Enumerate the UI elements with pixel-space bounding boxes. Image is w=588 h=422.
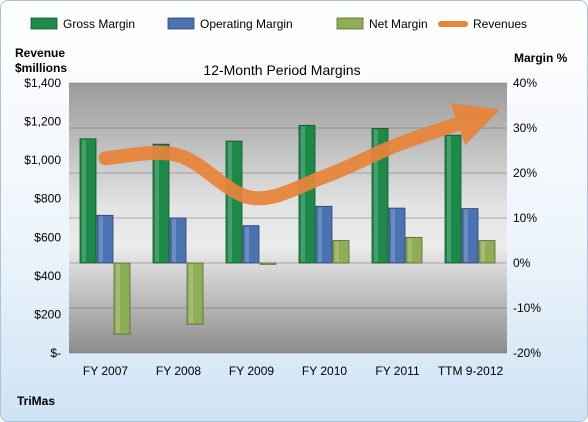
right-tick-label: 40%: [513, 76, 537, 90]
right-tick-label: 10%: [513, 211, 537, 225]
revenues-line: [98, 102, 501, 206]
operating-margin-bar: [169, 217, 187, 264]
net-margin-bar: [259, 262, 277, 265]
category-label: FY 2009: [229, 364, 274, 378]
legend: Gross Margin Operating Margin Net Margin Re…: [30, 17, 527, 31]
operating-margin-bar-highlight: [99, 216, 103, 262]
right-axis-title: Margin %: [514, 51, 568, 65]
gross-margin-bar-highlight: [155, 145, 159, 262]
legend-label: Net Margin: [369, 17, 428, 31]
gross-margin-bar: [371, 128, 389, 264]
category-label: FY 2011: [375, 364, 420, 378]
revenue-line: [98, 102, 501, 206]
right-tick-label: 0%: [513, 256, 531, 270]
right-tick-label: 20%: [513, 166, 537, 180]
operating-margin-bar: [461, 208, 479, 264]
right-axis-ticks: -20% -10% 0% 10% 20% 30% 40%: [513, 76, 541, 360]
legend-label: Operating Margin: [200, 17, 293, 31]
operating-margin-bar-highlight: [318, 207, 322, 262]
net-margin-bar-highlight: [408, 238, 412, 262]
legend-gross-margin-swatch: [30, 17, 58, 30]
net-margin-bar: [332, 240, 350, 264]
left-axis-title-line1: Revenue: [15, 46, 65, 60]
chart-title: 12-Month Period Margins: [203, 62, 360, 78]
operating-margin-bar-highlight: [391, 209, 395, 262]
right-tick-label: -20%: [513, 346, 541, 360]
bars: [79, 124, 496, 335]
gross-margin-bar: [152, 143, 170, 264]
operating-margin-bar: [315, 205, 333, 264]
left-axis-ticks: $- $200 $400 $600 $800 $1,000 $1,200 $1,400: [24, 76, 61, 360]
legend-net-margin-swatch: [336, 17, 364, 30]
legend-label: Revenues: [473, 17, 527, 31]
net-margin-bar-highlight: [116, 264, 120, 334]
left-tick-label: $-: [50, 346, 61, 360]
gross-margin-bar-highlight: [228, 142, 232, 262]
category-label: FY 2010: [302, 364, 347, 378]
category-label: FY 2008: [156, 364, 201, 378]
left-axis-title-line2: $millions: [15, 61, 67, 75]
left-tick-label: $800: [34, 192, 61, 206]
left-tick-label: $1,200: [24, 115, 61, 129]
net-margin-bar: [478, 240, 496, 264]
left-tick-label: $200: [34, 307, 61, 321]
left-tick-label: $1,000: [24, 153, 61, 167]
net-margin-bar: [405, 236, 423, 264]
gross-margin-bar-highlight: [447, 136, 451, 262]
net-margin-bar: [186, 262, 204, 325]
left-tick-label: $400: [34, 269, 61, 283]
operating-margin-bar-highlight: [464, 209, 468, 262]
left-tick-label: $600: [34, 230, 61, 244]
operating-margin-bar-highlight: [245, 226, 249, 262]
net-margin-bar-highlight: [335, 241, 339, 262]
legend-operating-margin-swatch: [167, 17, 195, 30]
company-name: TriMas: [17, 394, 55, 408]
right-tick-label: 30%: [513, 121, 537, 135]
net-margin-bar-highlight: [189, 264, 193, 324]
operating-margin-bar-highlight: [172, 219, 176, 262]
category-labels: FY 2007 FY 2008 FY 2009 FY 2010 FY 2011 TTM 9…: [83, 364, 504, 378]
gross-margin-bar-highlight: [301, 126, 305, 262]
operating-margin-bar: [388, 207, 406, 264]
net-margin-bar-highlight: [481, 241, 485, 262]
category-label: FY 2007: [83, 364, 128, 378]
gross-margin-bar-highlight: [82, 139, 86, 262]
gross-margin-bar-highlight: [374, 129, 378, 262]
gross-margin-bar: [79, 138, 97, 264]
category-label: TTM 9-2012: [438, 364, 504, 378]
operating-margin-bar: [96, 214, 114, 264]
left-tick-label: $1,400: [24, 76, 61, 90]
operating-margin-bar: [242, 225, 260, 264]
right-tick-label: -10%: [513, 301, 541, 315]
net-margin-bar: [113, 262, 131, 335]
legend-label: Gross Margin: [63, 17, 135, 31]
